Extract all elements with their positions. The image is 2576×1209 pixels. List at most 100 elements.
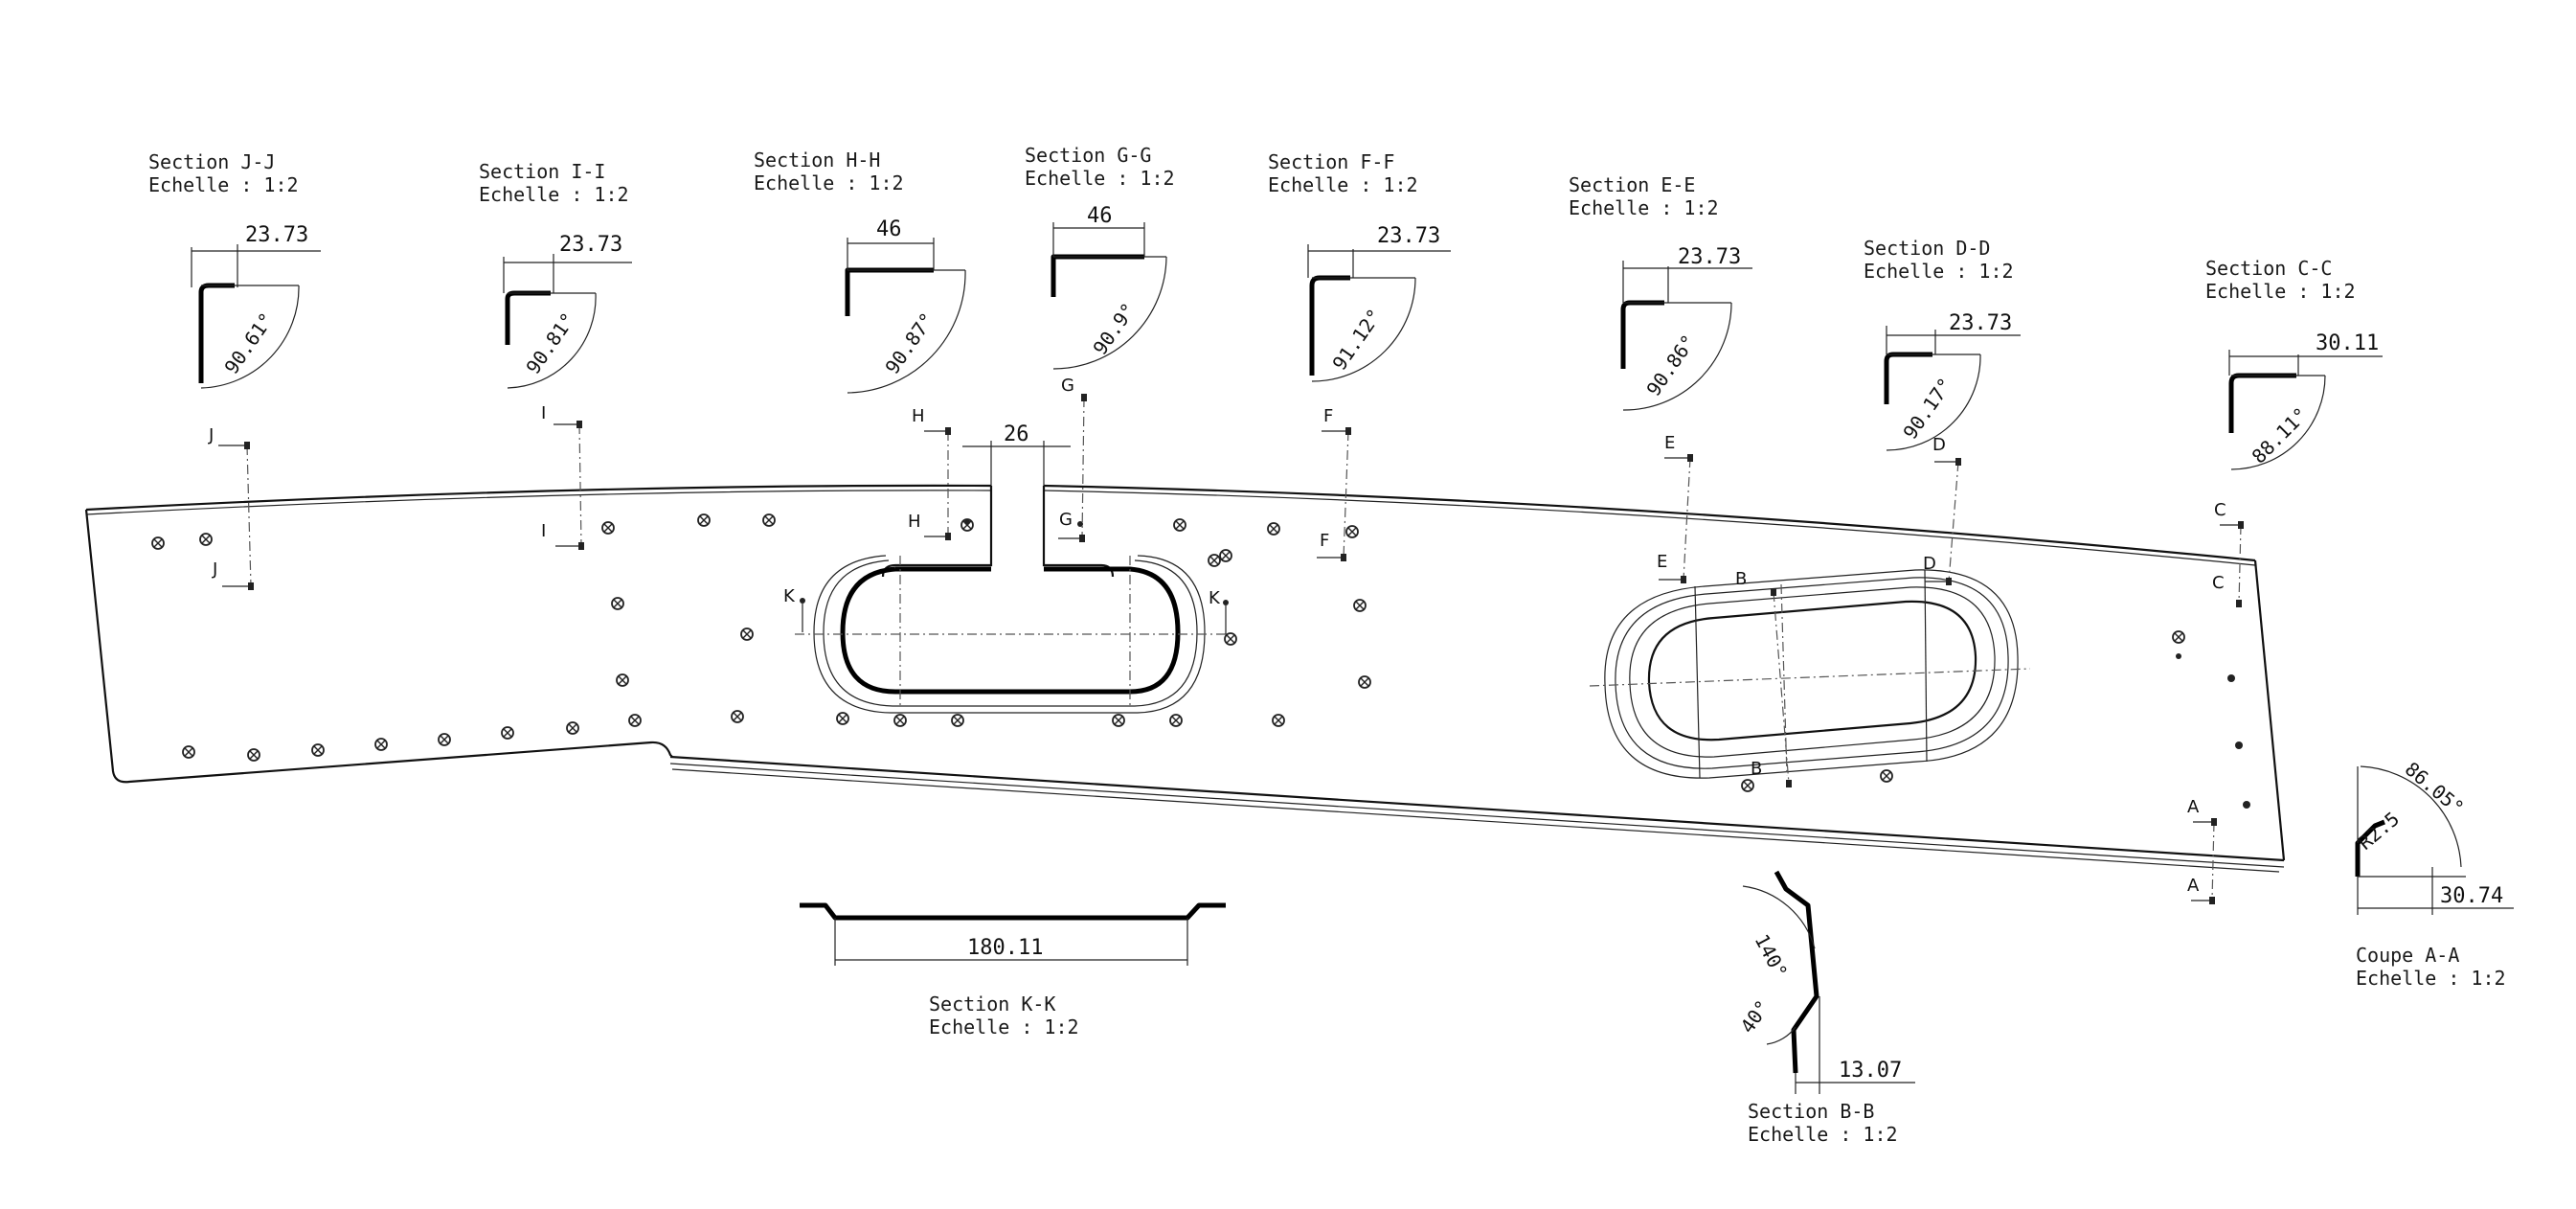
cut-markers: J J I I H H G G F F xyxy=(208,376,2244,904)
section-jj-scale: Echelle : 1:2 xyxy=(148,173,299,196)
hole xyxy=(199,533,213,546)
cut-a-top: A xyxy=(2187,797,2200,817)
section-bb-scale: Echelle : 1:2 xyxy=(1748,1123,1898,1146)
section-jj-profile: 23.73 90.61° xyxy=(191,223,321,389)
hole xyxy=(247,748,260,762)
section-ff-dim: 23.73 xyxy=(1377,224,1440,248)
section-aa-scale: Echelle : 1:2 xyxy=(2356,967,2506,990)
section-bb-angle1: 140° xyxy=(1751,930,1793,982)
cut-e-top: E xyxy=(1664,433,1675,453)
section-cc-title: Section C-C xyxy=(2205,257,2332,280)
hole xyxy=(438,733,451,746)
section-dd-angle: 90.17° xyxy=(1898,374,1956,444)
hole xyxy=(697,513,711,527)
section-gg-angle: 90.9° xyxy=(1088,299,1140,359)
hole xyxy=(1353,599,1367,612)
section-kk-scale: Echelle : 1:2 xyxy=(929,1015,1079,1038)
hole xyxy=(893,714,907,727)
section-hh-scale: Echelle : 1:2 xyxy=(754,171,904,194)
cut-b-bottom: B xyxy=(1751,759,1762,779)
section-cc-dim: 30.11 xyxy=(2316,331,2379,355)
section-jj-angle: 90.61° xyxy=(219,308,278,378)
cut-k-left: K xyxy=(783,586,796,606)
section-cc-angle: 88.11° xyxy=(2248,402,2313,468)
hole xyxy=(182,745,195,759)
cut-e-bottom: E xyxy=(1657,552,1667,572)
section-aa-angle: 86.05° xyxy=(2401,757,2469,819)
section-gg-profile: 46 90.9° xyxy=(1051,204,1167,370)
section-dd-title: Section D-D xyxy=(1864,237,1990,260)
section-ii-title: Section I-I xyxy=(479,160,605,183)
hole xyxy=(1112,714,1125,727)
cut-i-bottom: I xyxy=(541,521,546,541)
section-bb-profile: 13.07 140° 40° xyxy=(1735,870,1915,1094)
cut-h-top: H xyxy=(912,406,925,426)
cut-g-bottom: G xyxy=(1059,510,1073,530)
section-ee-title: Section E-E xyxy=(1569,173,1695,196)
cutout-right xyxy=(1589,569,2031,779)
section-hh-dim: 46 xyxy=(876,217,902,241)
hole xyxy=(1358,675,1371,689)
hole xyxy=(1741,779,1754,792)
cut-i-top: I xyxy=(541,403,546,423)
hole xyxy=(951,714,964,727)
section-jj-dim: 23.73 xyxy=(245,223,308,247)
section-aa-title: Coupe A-A xyxy=(2356,944,2459,967)
hole xyxy=(151,536,165,550)
section-bb-title: Section B-B xyxy=(1748,1100,1874,1123)
hole xyxy=(374,738,388,751)
hole xyxy=(1173,518,1186,532)
section-hh-title: Section H-H xyxy=(754,148,880,171)
hole xyxy=(628,714,642,727)
hole xyxy=(1208,554,1221,567)
section-ee-profile: 23.73 90.86° xyxy=(1620,245,1752,411)
hole xyxy=(1880,769,1893,783)
cut-j-bottom: J xyxy=(212,559,217,580)
section-ii-dim: 23.73 xyxy=(559,233,622,257)
section-ff-scale: Echelle : 1:2 xyxy=(1268,173,1418,196)
cut-d-bottom: D xyxy=(1923,554,1936,574)
section-ee-angle: 90.86° xyxy=(1641,331,1700,400)
cut-d-top: D xyxy=(1932,435,1946,455)
cut-a-bottom: A xyxy=(2187,876,2200,896)
section-cc-scale: Echelle : 1:2 xyxy=(2205,280,2356,303)
cut-b-top: B xyxy=(1735,569,1747,589)
section-titles: Section J-J Echelle : 1:2 Section I-I Ec… xyxy=(148,144,2506,1146)
cut-f-top: F xyxy=(1323,406,1333,426)
cut-f-bottom: F xyxy=(1320,531,1329,551)
section-dd-dim: 23.73 xyxy=(1949,311,2012,335)
section-hh-angle: 90.87° xyxy=(880,308,938,378)
section-hh-profile: 46 90.87° xyxy=(845,217,966,394)
hole xyxy=(566,721,579,735)
section-ff-angle: 91.12° xyxy=(1327,305,1386,375)
cut-h-bottom: H xyxy=(908,512,921,532)
section-cc-profile: 30.11 88.11° xyxy=(2228,331,2383,470)
hole xyxy=(731,710,744,723)
section-bb-angle2: 40° xyxy=(1735,996,1774,1038)
hole xyxy=(762,513,776,527)
section-bb-dim: 13.07 xyxy=(1839,1059,1902,1083)
hole xyxy=(311,743,325,757)
hole xyxy=(1169,714,1183,727)
hole xyxy=(836,712,849,725)
section-ii-scale: Echelle : 1:2 xyxy=(479,183,629,206)
section-ff-profile: 23.73 91.12° xyxy=(1307,224,1451,382)
rivet-dots xyxy=(964,519,2250,809)
section-gg-scale: Echelle : 1:2 xyxy=(1025,167,1175,190)
section-ee-scale: Echelle : 1:2 xyxy=(1569,196,1719,219)
section-dd-scale: Echelle : 1:2 xyxy=(1864,260,2014,283)
section-dd-profile: 23.73 90.17° xyxy=(1884,311,2021,451)
fastener-holes xyxy=(151,513,2185,792)
section-gg-dim: 46 xyxy=(1087,204,1113,228)
cut-c-top: C xyxy=(2214,500,2226,520)
hole xyxy=(1224,632,1237,646)
hole xyxy=(1267,522,1280,536)
section-aa-radius: R2.5 xyxy=(2354,807,2404,854)
section-ff-title: Section F-F xyxy=(1268,150,1394,173)
hole xyxy=(1219,549,1232,562)
hole xyxy=(611,597,624,610)
hole xyxy=(501,726,514,740)
cutout-left xyxy=(795,555,1226,714)
cut-j-top: J xyxy=(208,425,214,445)
hole xyxy=(2172,630,2185,644)
